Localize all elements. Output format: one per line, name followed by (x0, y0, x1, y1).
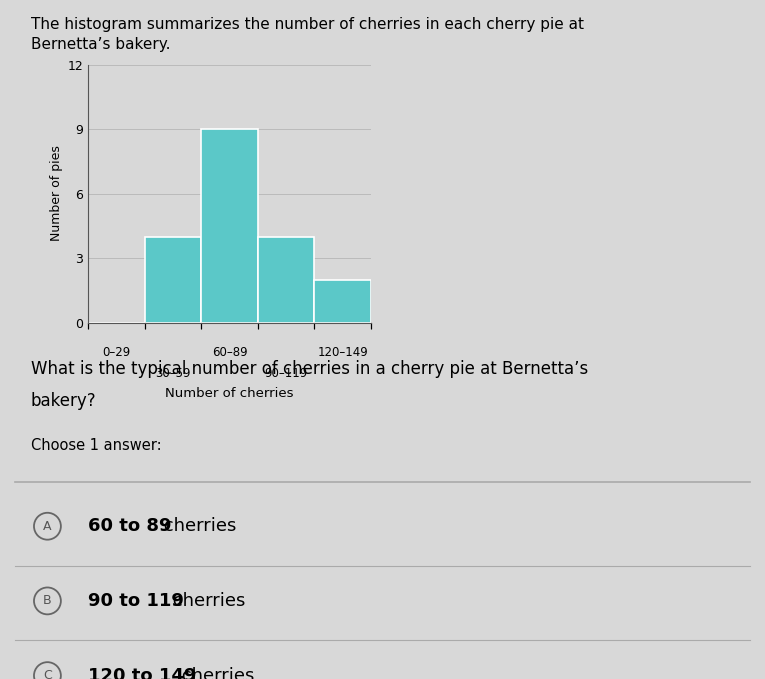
Text: C: C (43, 669, 52, 679)
Text: 0–29: 0–29 (103, 346, 130, 359)
Text: B: B (43, 594, 52, 608)
Text: 30–59: 30–59 (155, 367, 190, 380)
Text: A: A (43, 519, 52, 533)
Y-axis label: Number of pies: Number of pies (50, 145, 63, 242)
Text: Bernetta’s bakery.: Bernetta’s bakery. (31, 37, 170, 52)
Text: 60 to 89: 60 to 89 (88, 517, 171, 535)
Text: cherries: cherries (167, 592, 246, 610)
Text: cherries: cherries (158, 517, 236, 535)
Text: 120 to 149: 120 to 149 (88, 667, 197, 679)
Text: Number of cherries: Number of cherries (165, 387, 294, 400)
Text: The histogram summarizes the number of cherries in each cherry pie at: The histogram summarizes the number of c… (31, 17, 584, 32)
Text: 90–119: 90–119 (265, 367, 308, 380)
Bar (258, 236, 314, 323)
Text: 120–149: 120–149 (317, 346, 368, 359)
Text: bakery?: bakery? (31, 392, 96, 411)
Text: cherries: cherries (176, 667, 254, 679)
Text: What is the typical number of cherries in a cherry pie at Bernetta’s: What is the typical number of cherries i… (31, 360, 588, 378)
Text: 90 to 119: 90 to 119 (88, 592, 184, 610)
Bar (201, 129, 258, 323)
Bar (314, 280, 371, 323)
Text: Choose 1 answer:: Choose 1 answer: (31, 438, 161, 453)
Bar (145, 236, 201, 323)
Text: 60–89: 60–89 (212, 346, 247, 359)
